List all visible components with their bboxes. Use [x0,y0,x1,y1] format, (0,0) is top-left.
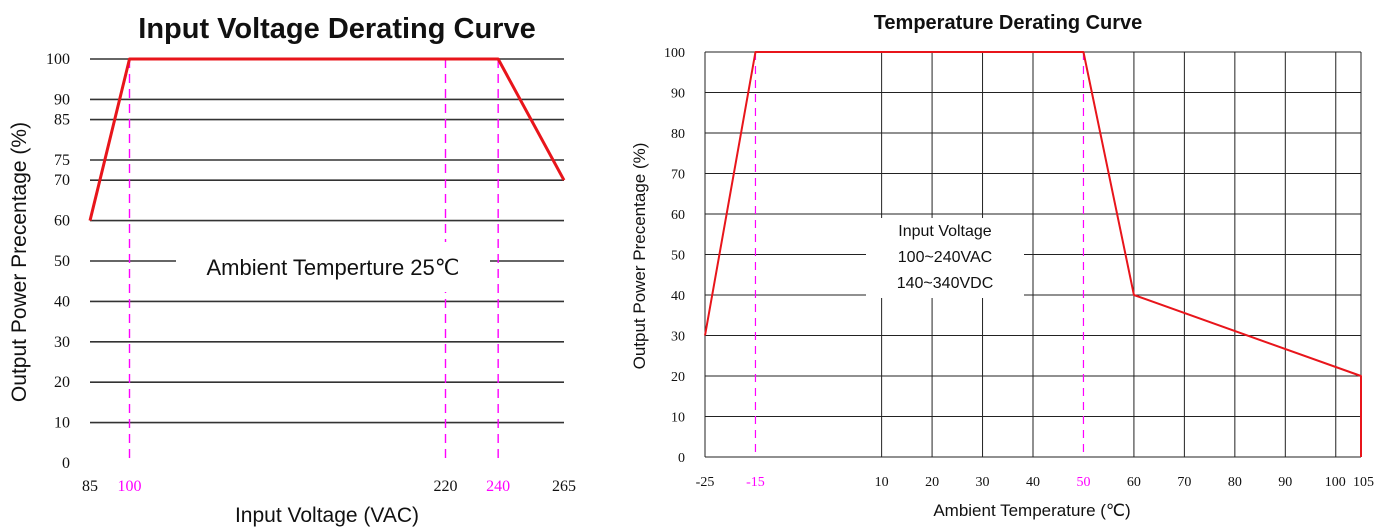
input-voltage-derating-chart: Input Voltage Derating Curve Ambient Tem… [8,13,576,527]
y-tick-label: 30 [671,330,685,345]
x-axis-title: Ambient Temperature (℃) [933,501,1130,520]
x-axis-title: Input Voltage (VAC) [235,504,419,527]
x-tick-label: -15 [746,475,765,490]
y-tick-label: 50 [671,249,685,264]
grid [90,58,564,424]
y-tick-label: 0 [62,455,70,472]
y-tick-label: 70 [671,168,685,183]
y-tick-label: 85 [54,112,70,129]
x-tick-label: 70 [1177,475,1191,490]
y-tick-label: 100 [46,51,70,68]
y-tick-label: 40 [671,289,685,304]
x-tick-labels: 85 100 220 240 265 [82,478,576,495]
y-tick-label: 70 [54,172,70,189]
x-tick-label: -25 [696,475,715,490]
derating-line [704,51,1362,457]
annotation-box [176,242,490,292]
y-tick-label: 90 [54,91,70,108]
x-tick-label: 265 [552,478,576,495]
x-tick-label: 100 [118,478,142,495]
series [88,57,566,221]
y-tick-label: 100 [664,46,685,61]
derating-line [88,57,566,221]
y-tick-label: 10 [54,415,70,432]
y-tick-label: 10 [671,411,685,426]
x-tick-label: 80 [1228,475,1242,490]
x-tick-label: 10 [875,475,889,490]
x-tick-label: 20 [925,475,939,490]
reference-lines [754,52,1085,457]
annotation-text: Input Voltage [898,223,992,240]
y-tick-label: 0 [678,451,685,466]
annotation-text: 100~240VAC [898,249,992,266]
x-tick-label: 240 [486,478,510,495]
annotation-box [866,218,1024,298]
x-tick-label: 50 [1076,475,1090,490]
y-axis-title: Output Power Precentage (%) [8,122,31,402]
x-tick-label: 85 [82,478,98,495]
y-axis-title: Output Power Precentage (%) [630,143,649,370]
grid [704,51,1362,458]
x-tick-label: 100 [1325,475,1346,490]
chart-title: Input Voltage Derating Curve [138,13,535,45]
x-tick-labels: -25 -15 10 20 30 40 50 60 70 80 90 100 105 [696,475,1374,490]
x-tick-label: 105 [1353,475,1374,490]
x-tick-label: 60 [1127,475,1141,490]
y-tick-label: 50 [54,253,70,270]
series [704,51,1362,457]
y-tick-label: 75 [54,152,70,169]
x-tick-label: 90 [1278,475,1292,490]
y-tick-label: 90 [671,87,685,102]
annotation-text: 140~340VDC [897,275,994,292]
y-tick-label: 40 [54,293,70,310]
y-tick-label: 60 [671,208,685,223]
y-tick-labels: 0 10 20 30 40 50 60 70 80 90 100 [664,46,685,466]
annotation-text: Ambient Temperture 25℃ [207,255,460,280]
y-tick-label: 20 [54,374,70,391]
y-tick-label: 30 [54,334,70,351]
temperature-derating-chart: Temperature Derating Curve Input Voltage… [630,12,1374,520]
y-tick-label: 60 [54,213,70,230]
y-tick-label: 20 [671,370,685,385]
x-tick-label: 30 [976,475,990,490]
x-tick-label: 220 [434,478,458,495]
y-tick-labels: 0 10 20 30 40 50 60 70 75 85 90 100 [46,51,70,472]
y-tick-label: 80 [671,127,685,142]
x-tick-label: 40 [1026,475,1040,490]
chart-title: Temperature Derating Curve [874,12,1143,34]
